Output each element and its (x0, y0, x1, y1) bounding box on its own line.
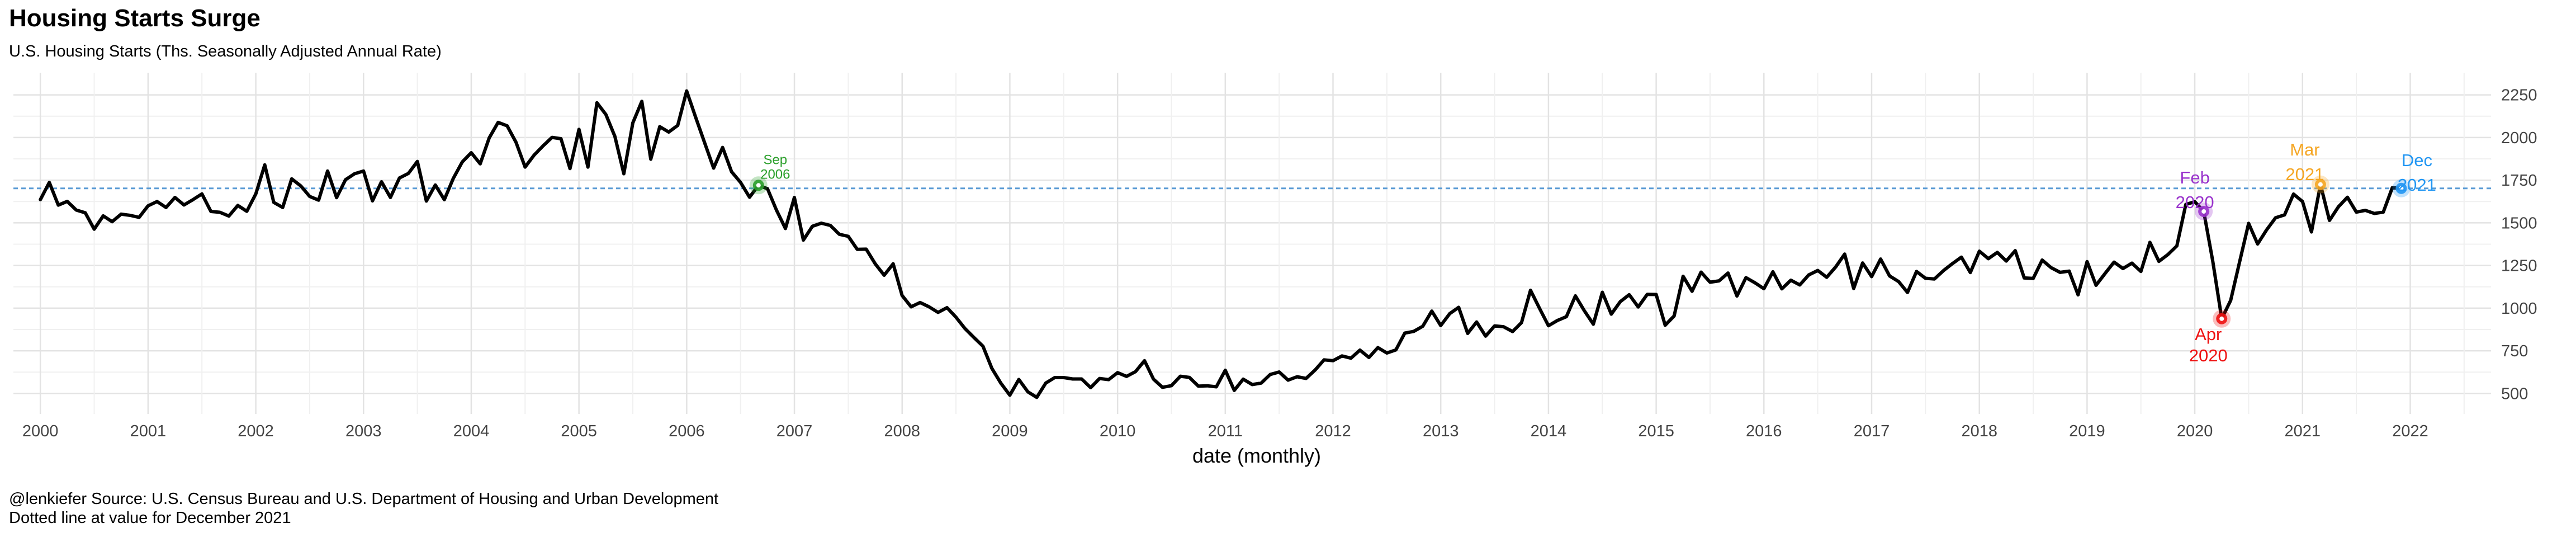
caption-source: @lenkiefer Source: U.S. Census Bureau an… (9, 490, 719, 508)
y-tick-label: 2000 (2501, 129, 2537, 147)
y-tick-label: 1000 (2501, 300, 2537, 318)
series-line (39, 89, 2403, 399)
x-tick-label: 2014 (1531, 422, 1567, 440)
x-tick-label: 2009 (992, 422, 1028, 440)
x-tick-label: 2021 (2285, 422, 2321, 440)
x-tick-label: 2000 (22, 422, 59, 440)
annotation-year-label: 2021 (2285, 164, 2324, 184)
x-tick-label: 2008 (884, 422, 920, 440)
y-tick-label: 1750 (2501, 172, 2537, 190)
chart-subtitle: U.S. Housing Starts (Ths. Seasonally Adj… (9, 43, 442, 60)
grid-layer (13, 73, 2491, 414)
annotation-year-label: 2006 (760, 167, 790, 182)
annotation-marker-center (2318, 182, 2323, 187)
x-tick-label: 2015 (1638, 422, 1674, 440)
x-tick-label: 2003 (345, 422, 382, 440)
chart-title: Housing Starts Surge (9, 4, 261, 32)
x-tick-label: 2011 (1208, 422, 1243, 440)
y-tick-label: 1250 (2501, 257, 2537, 275)
y-tick-label: 750 (2501, 342, 2528, 360)
x-tick-label: 2001 (130, 422, 167, 440)
annotation-marker-center (2399, 186, 2404, 191)
annotation-year-label: 2020 (2176, 192, 2214, 212)
annotation-year-label: 2020 (2189, 346, 2228, 365)
x-tick-label: 2013 (1423, 422, 1459, 440)
annotation-month-label: Mar (2290, 140, 2319, 159)
annotation-marker-center (756, 183, 761, 188)
y-tick-label: 2250 (2501, 87, 2537, 105)
x-tick-label: 2004 (453, 422, 490, 440)
annotation-month-label: Feb (2180, 168, 2209, 187)
axis-layer: 500 750 1000 1250 1500 1750 2000 2250 2000 2001 20… (22, 87, 2537, 440)
annotation-month-label: Sep (763, 152, 787, 167)
x-tick-label: 2002 (238, 422, 274, 440)
x-tick-label: 2005 (561, 422, 597, 440)
x-tick-label: 2006 (669, 422, 705, 440)
x-tick-label: 2020 (2177, 422, 2213, 440)
x-tick-label: 2017 (1854, 422, 1890, 440)
y-tick-label: 1500 (2501, 214, 2537, 232)
x-tick-label: 2022 (2392, 422, 2428, 440)
x-tick-label: 2007 (776, 422, 813, 440)
annotation-marker-center (2219, 316, 2224, 321)
y-tick-label: 500 (2501, 385, 2528, 403)
series-line-layer (39, 89, 2403, 399)
annotation-month-label: Dec (2402, 150, 2432, 170)
annotation-month-label: Apr (2195, 324, 2222, 344)
x-tick-label: 2012 (1315, 422, 1351, 440)
x-tick-label: 2016 (1746, 422, 1782, 440)
x-axis-title: date (monthly) (1192, 444, 1321, 467)
x-tick-label: 2018 (1961, 422, 1997, 440)
caption-note: Dotted line at value for December 2021 (9, 509, 291, 527)
x-tick-label: 2010 (1100, 422, 1136, 440)
annotation-year-label: 2021 (2398, 175, 2436, 195)
annotation-marker-center (2201, 209, 2206, 214)
x-tick-label: 2019 (2069, 422, 2105, 440)
